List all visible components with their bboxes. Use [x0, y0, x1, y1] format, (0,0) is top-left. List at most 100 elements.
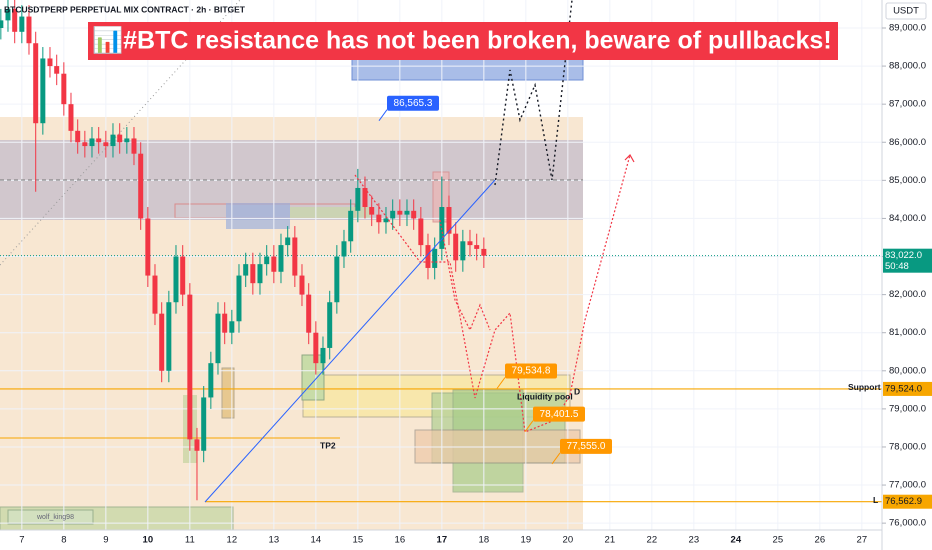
x-tick-label: 24	[731, 535, 742, 546]
x-tick-label: 19	[521, 535, 532, 546]
candle-body	[257, 264, 263, 284]
candle-body	[19, 16, 25, 32]
candle-body	[236, 275, 242, 322]
x-tick-label: 15	[353, 535, 364, 546]
candle-body	[82, 142, 88, 147]
x-tick-label: 27	[857, 535, 868, 546]
level-name: Support	[848, 382, 881, 392]
level-axis-tag	[883, 381, 932, 396]
candle-body	[404, 210, 410, 215]
watermark: wolf_king98	[36, 514, 74, 521]
tag-pointer	[496, 377, 506, 389]
x-tick-label: 23	[689, 535, 700, 546]
price-tag	[533, 406, 585, 422]
y-tick-label: 81,000.0	[889, 327, 926, 338]
arrow-head	[624, 154, 635, 163]
candle-body	[390, 210, 396, 219]
candle-body	[215, 313, 221, 364]
y-tick-label: 87,000.0	[889, 99, 926, 110]
price-axis-bg	[882, 0, 932, 550]
candle-body	[173, 256, 179, 303]
candle-body	[180, 256, 186, 295]
x-tick-label: 14	[311, 535, 322, 546]
candle-body	[110, 134, 116, 147]
x-tick-label: 18	[479, 535, 490, 546]
price-tag	[560, 438, 612, 454]
currency[interactable]: USDT	[893, 6, 919, 17]
candle-body	[229, 321, 235, 333]
y-tick-label: 85,000.0	[889, 175, 926, 186]
candle-body	[138, 153, 144, 219]
candle-body	[292, 237, 298, 276]
symbol-header: BTCUSDTPERP PERPETUAL MIX CONTRACT · 2h …	[4, 4, 246, 14]
candle-body	[243, 264, 249, 276]
y-tick-label: 77,000.0	[889, 480, 926, 491]
level-name: L	[873, 495, 878, 505]
candle-body	[47, 58, 53, 67]
candle-body	[481, 248, 487, 256]
candle-body	[222, 313, 228, 333]
candle-body	[313, 332, 319, 364]
y-tick-label: 88,000.0	[889, 61, 926, 72]
candle-body	[474, 245, 480, 249]
candle-body	[68, 104, 74, 131]
candle-body	[362, 187, 368, 208]
y-tick-label: 86,000.0	[889, 137, 926, 148]
price-tag-label: 78,401.5	[540, 409, 579, 420]
candle-body	[320, 347, 326, 364]
candle-body	[432, 248, 438, 268]
level-axis-label: 79,524.0	[885, 383, 922, 394]
candle-body	[131, 138, 137, 154]
candle-body	[306, 294, 312, 333]
x-tick-label: 25	[773, 535, 784, 546]
projection-path	[494, 0, 573, 186]
countdown: 50:48	[885, 261, 909, 272]
candle-body	[467, 241, 473, 246]
candle-body	[334, 256, 340, 303]
candle-body	[208, 363, 214, 398]
candle-body	[40, 58, 46, 124]
candle-body	[152, 275, 158, 314]
candle-body	[54, 66, 60, 74]
level-axis-label: 76,562.9	[885, 496, 922, 507]
x-tick-label: 13	[269, 535, 280, 546]
candle-body	[159, 313, 165, 371]
candle-body	[103, 142, 109, 147]
candle-body	[383, 218, 389, 223]
y-tick-label: 82,000.0	[889, 289, 926, 300]
candle-body	[117, 134, 123, 143]
x-tick-label: 21	[605, 535, 616, 546]
candle-body	[460, 241, 466, 261]
projection-path	[354, 154, 631, 433]
price-tag	[387, 95, 439, 111]
candle-body	[355, 187, 361, 211]
x-tick-label: 17	[437, 535, 448, 546]
candle-body	[194, 439, 200, 451]
last-price-tag	[883, 248, 932, 273]
last-price-label: 83,022.0	[885, 250, 922, 261]
y-tick-label: 89,000.0	[889, 23, 926, 34]
zones	[0, 51, 584, 531]
candle-body	[124, 138, 130, 143]
currency-box[interactable]	[885, 2, 927, 20]
y-tick-label: 84,000.0	[889, 213, 926, 224]
candle-body	[264, 256, 270, 265]
candle-body	[453, 233, 459, 261]
x-tick-label: 20	[563, 535, 574, 546]
candles	[0, 0, 487, 501]
price-tag-label: 79,534.8	[512, 366, 551, 377]
level-axis-tag	[883, 494, 932, 509]
candle-body	[96, 138, 102, 143]
candle-body	[145, 218, 151, 276]
candle-body	[278, 245, 284, 272]
tag-pointer	[524, 420, 534, 432]
candle-body	[376, 214, 382, 223]
annotation: D	[574, 386, 580, 396]
candle-body	[166, 302, 172, 371]
candle-body	[201, 397, 207, 451]
candle-body	[348, 210, 354, 242]
tag-pointer	[378, 109, 388, 122]
candle-body	[299, 275, 305, 295]
candle-body	[33, 43, 39, 124]
x-tick-label: 11	[185, 535, 195, 546]
